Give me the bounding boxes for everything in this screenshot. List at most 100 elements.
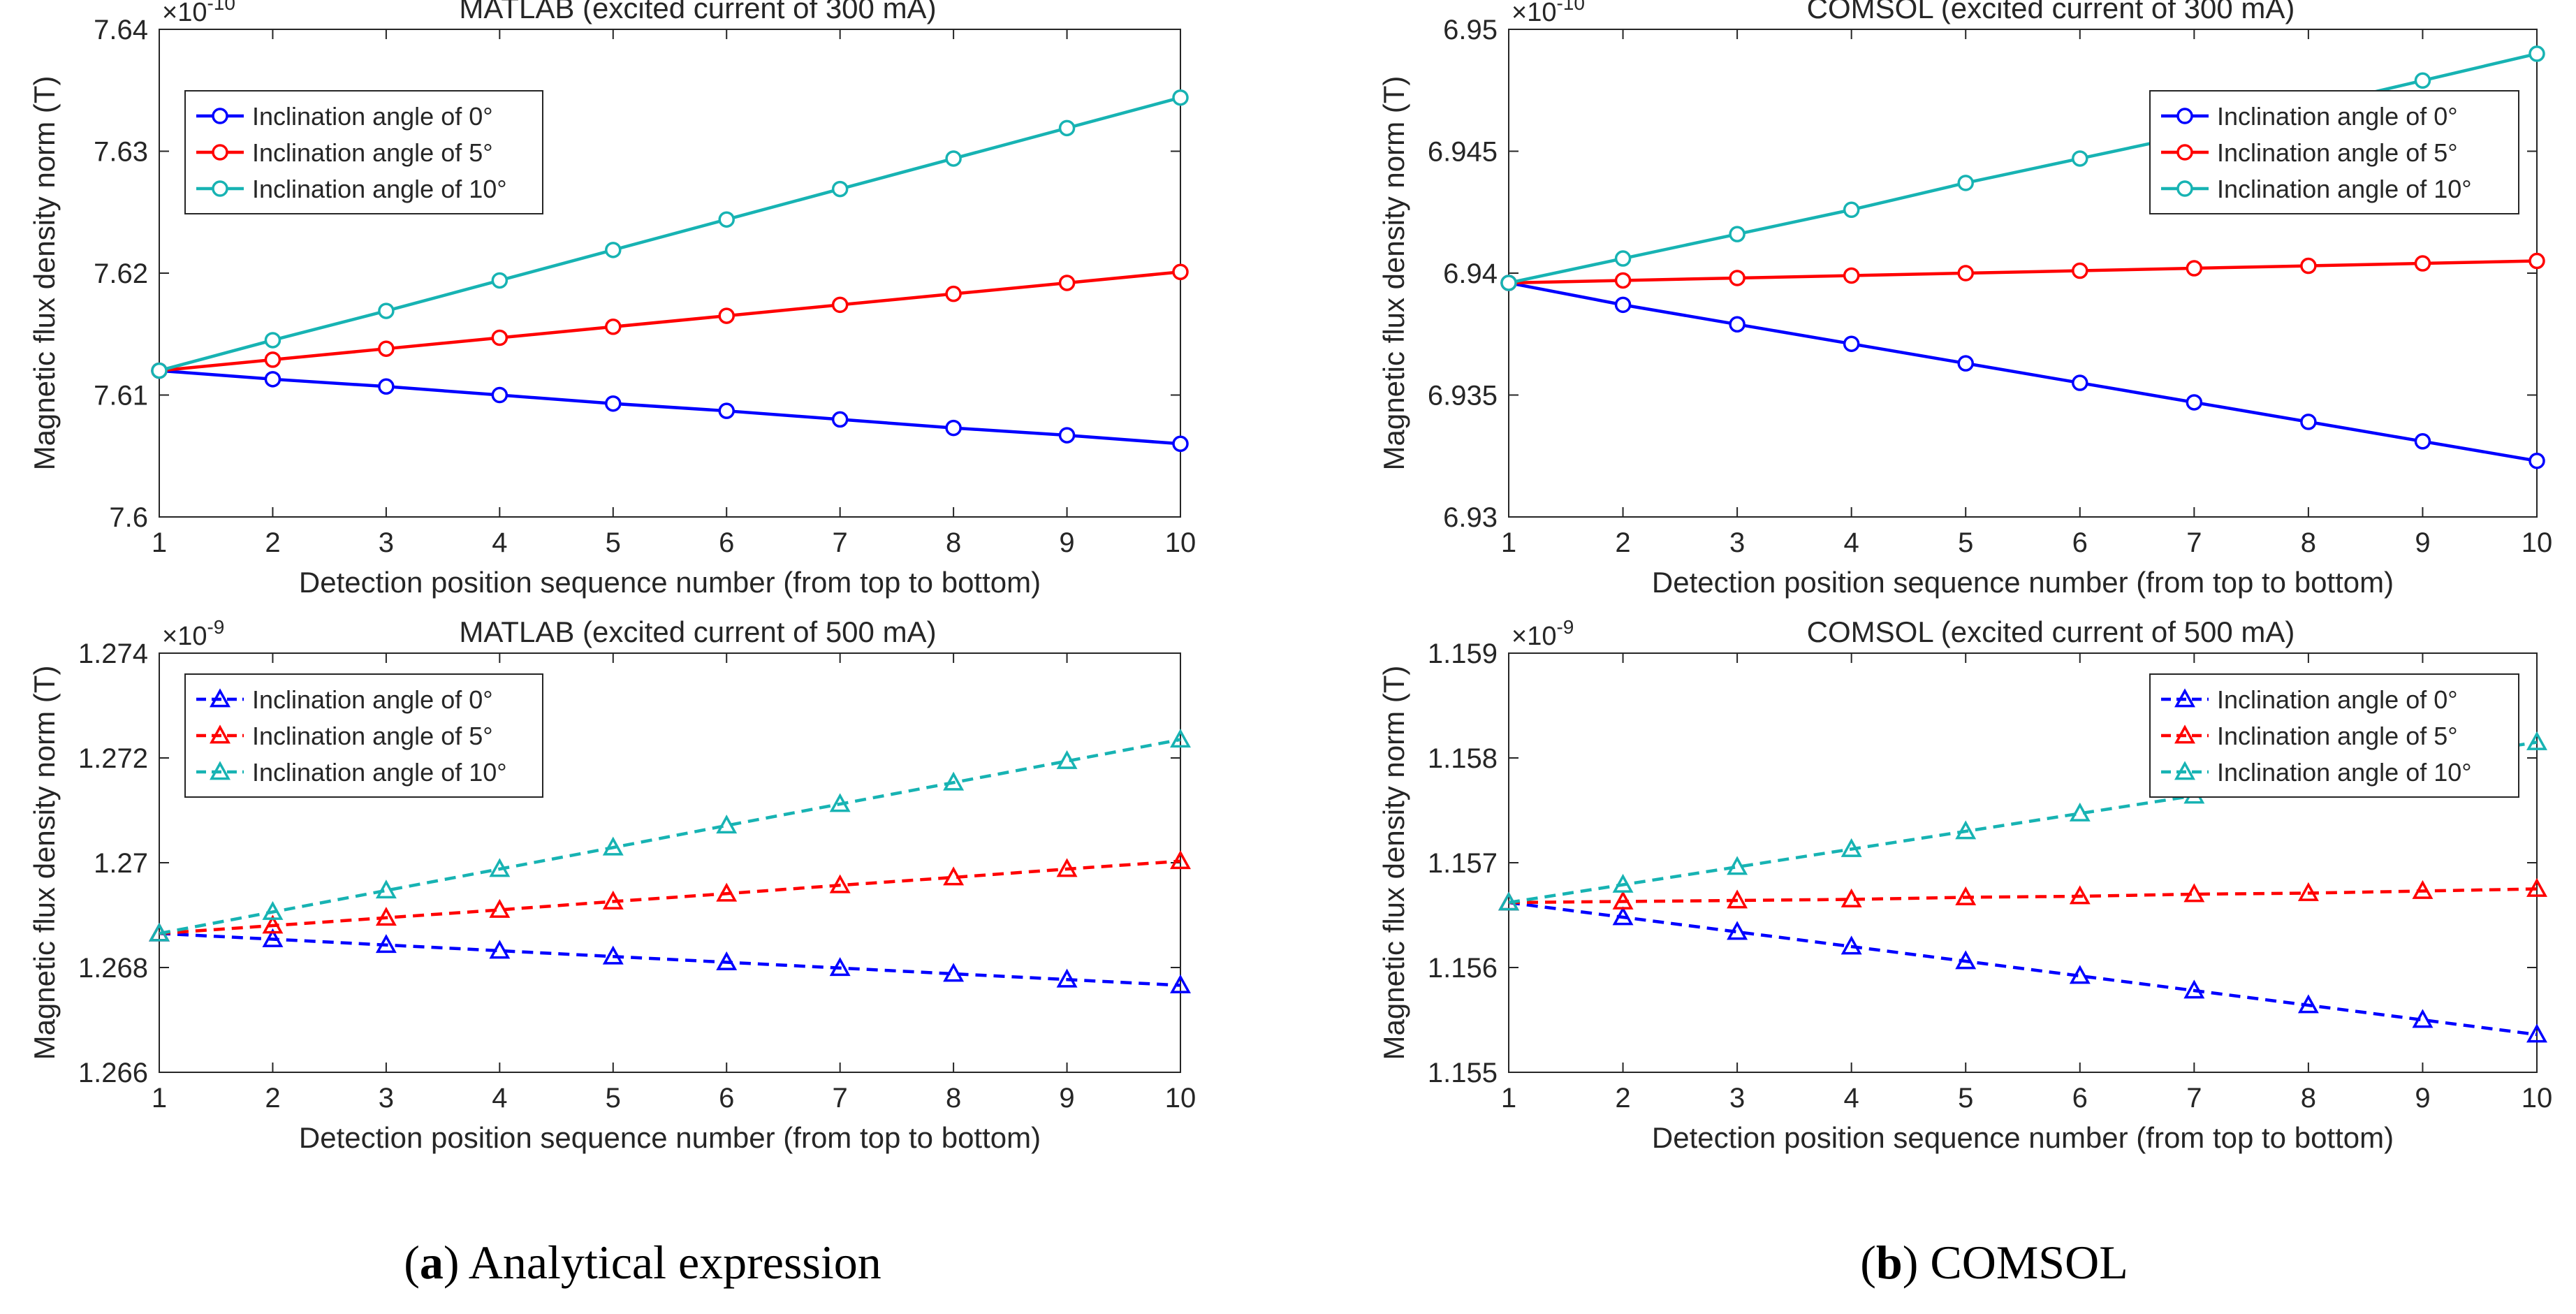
- data-point: [262, 928, 284, 947]
- x-axis-label: Detection position sequence number (from…: [1652, 566, 2394, 599]
- data-point: [378, 302, 395, 319]
- y-tick-label: 6.945: [1428, 137, 1498, 168]
- data-point: [829, 874, 851, 893]
- y-tick-label: 1.155: [1428, 1058, 1498, 1088]
- series-line: [159, 96, 1181, 372]
- x-tick-label: 7: [833, 1083, 848, 1114]
- data-point: [605, 319, 622, 335]
- x-tick-label: 2: [1615, 527, 1630, 558]
- x-tick-label: 5: [1958, 527, 1973, 558]
- legend-box: [2149, 673, 2519, 798]
- data-point: [602, 945, 624, 965]
- legend: Inclination angle of 0° Inclination angle…: [2149, 90, 2519, 214]
- data-point: [1056, 750, 1078, 769]
- chart-title: MATLAB (excited current of 500 mA): [459, 615, 936, 648]
- data-point: [2414, 255, 2431, 272]
- data-point: [1729, 270, 1746, 286]
- data-point: [2529, 452, 2545, 469]
- legend-label: Inclination angle of 0°: [252, 102, 493, 131]
- legend: Inclination angle of 0° Inclination angle…: [184, 90, 543, 214]
- x-tick-label: 4: [1844, 527, 1859, 558]
- x-tick-label: 6: [2072, 527, 2088, 558]
- legend-marker: [212, 108, 228, 124]
- data-point: [943, 866, 965, 886]
- x-tick-label: 1: [152, 1083, 167, 1114]
- legend-label: Inclination angle of 0°: [2217, 685, 2458, 714]
- x-tick-label: 7: [2186, 527, 2202, 558]
- x-tick-label: 5: [1958, 1083, 1973, 1114]
- legend-label: Inclination angle of 5°: [252, 138, 493, 167]
- data-point: [1957, 265, 1974, 282]
- legend-marker: [210, 761, 230, 780]
- caption-letter: b: [1876, 1236, 1903, 1289]
- x-tick-label: 3: [379, 527, 394, 558]
- y-tick-label: 1.159: [1428, 638, 1498, 669]
- data-point: [716, 815, 738, 834]
- y-tick-label: 7.6: [109, 502, 148, 533]
- data-point: [1056, 858, 1078, 877]
- caption-text: ) COMSOL: [1903, 1236, 2128, 1289]
- data-point: [1058, 427, 1076, 444]
- series-line: [1508, 740, 2538, 905]
- axis-exponent: ×10-10: [1512, 0, 1585, 27]
- chart-title: MATLAB (excited current of 300 mA): [459, 0, 936, 24]
- y-tick-label: 1.156: [1428, 953, 1498, 984]
- x-tick-label: 4: [1844, 1083, 1859, 1114]
- y-tick-label: 6.93: [1443, 502, 1498, 533]
- data-point: [718, 307, 735, 324]
- data-point: [2183, 883, 2205, 903]
- legend-label: Inclination angle of 0°: [2217, 102, 2458, 131]
- legend-marker: [2174, 724, 2195, 744]
- axis-exponent-power: -10: [207, 0, 235, 14]
- data-point: [489, 898, 511, 918]
- x-tick-label: 9: [1059, 527, 1074, 558]
- x-tick-label: 6: [719, 1083, 734, 1114]
- data-point: [1170, 850, 1191, 870]
- y-tick-label: 1.266: [78, 1058, 148, 1088]
- data-point: [831, 296, 849, 314]
- data-point: [375, 934, 397, 954]
- x-tick-label: 10: [2522, 527, 2553, 558]
- x-tick-label: 7: [2186, 1083, 2202, 1114]
- y-tick-label: 6.935: [1428, 381, 1498, 411]
- axis-exponent-power: -9: [207, 616, 224, 638]
- data-point: [1727, 889, 1748, 909]
- legend-box: [184, 673, 543, 798]
- x-tick-label: 9: [1059, 1083, 1074, 1114]
- y-tick-label: 6.94: [1443, 258, 1498, 289]
- x-tick-label: 6: [719, 527, 734, 558]
- series-line: [1508, 900, 2538, 1037]
- data-point: [716, 882, 738, 902]
- chart-title: COMSOL (excited current of 500 mA): [1807, 615, 2295, 648]
- caption: (b) COMSOL: [1860, 1236, 2128, 1289]
- data-point: [829, 957, 851, 977]
- y-axis-label: Magnetic flux density norm (T): [28, 76, 61, 471]
- series-1: [151, 263, 1189, 379]
- data-point: [1056, 968, 1078, 988]
- data-point: [1957, 175, 1974, 191]
- x-tick-label: 2: [265, 1083, 280, 1114]
- y-axis-label: Magnetic flux density norm (T): [1377, 76, 1410, 471]
- data-point: [2526, 1023, 2547, 1043]
- x-tick-label: 8: [2301, 527, 2316, 558]
- legend-marker: [2176, 108, 2193, 124]
- y-axis-label: Magnetic flux density norm (T): [28, 666, 61, 1060]
- x-tick-label: 8: [946, 1083, 961, 1114]
- data-point: [2412, 879, 2434, 899]
- legend-label: Inclination angle of 10°: [252, 758, 507, 787]
- data-point: [2414, 433, 2431, 450]
- data-point: [1170, 729, 1191, 748]
- x-tick-label: 1: [1501, 1083, 1516, 1114]
- series-line: [1508, 887, 2538, 905]
- data-point: [1843, 335, 1860, 352]
- y-tick-label: 7.62: [94, 258, 148, 289]
- axis-exponent-power: -10: [1556, 0, 1584, 14]
- data-point: [1172, 435, 1189, 453]
- legend-marker: [210, 688, 230, 708]
- y-tick-label: 6.95: [1443, 15, 1498, 45]
- axis-exponent: ×10-9: [162, 616, 224, 651]
- data-point: [264, 371, 281, 388]
- data-point: [1727, 921, 1748, 940]
- data-point: [491, 386, 508, 404]
